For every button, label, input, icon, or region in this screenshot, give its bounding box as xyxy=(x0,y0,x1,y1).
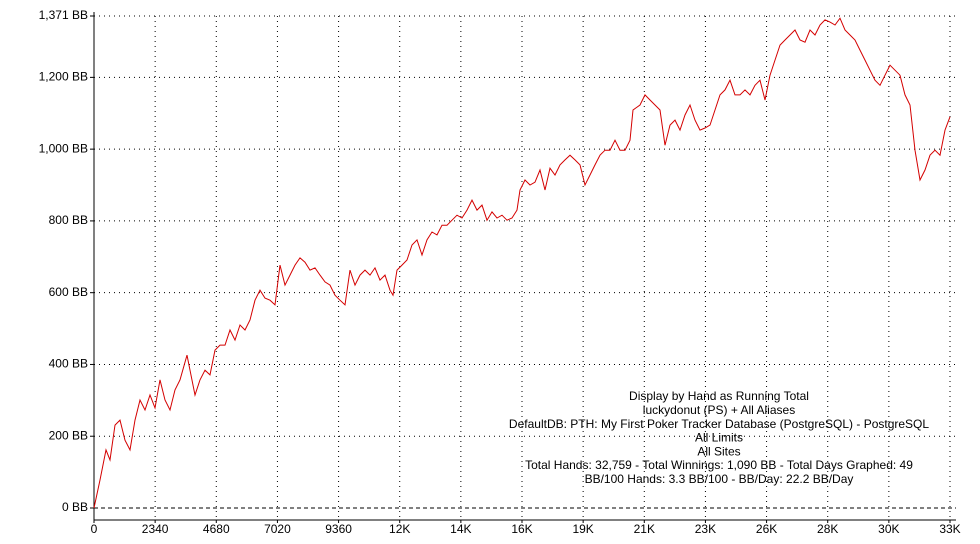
x-tick-label: 2340 xyxy=(142,522,169,536)
x-tick-label: 28K xyxy=(817,522,838,536)
y-tick-label: 600 BB xyxy=(49,285,88,299)
x-tick-label: 7020 xyxy=(264,522,291,536)
y-tick-label: 0 BB xyxy=(62,500,88,514)
x-tick-label: 30K xyxy=(878,522,899,536)
y-tick-label: 1,200 BB xyxy=(39,70,88,84)
annotation: DefaultDB: PTH: My First Poker Tracker D… xyxy=(509,417,929,431)
x-tick-label: 4680 xyxy=(203,522,230,536)
x-tick-label: 26K xyxy=(756,522,777,536)
x-tick-label: 21K xyxy=(634,522,655,536)
x-tick-label: 12K xyxy=(389,522,410,536)
x-tick-label: 16K xyxy=(511,522,532,536)
line-series xyxy=(93,17,951,509)
annotation: All Sites xyxy=(697,444,740,458)
annotation: Display by Hand as Running Total xyxy=(629,389,809,403)
annotation: luckydonut (PS) + All Aliases xyxy=(643,403,795,417)
x-tick-label: 23K xyxy=(695,522,716,536)
x-tick-label: 9360 xyxy=(325,522,352,536)
y-tick-label: 400 BB xyxy=(49,357,88,371)
y-tick-label: 200 BB xyxy=(49,428,88,442)
y-tick-label: 800 BB xyxy=(49,213,88,227)
annotation: BB/100 Hands: 3.3 BB/100 - BB/Day: 22.2 … xyxy=(585,472,854,486)
annotation: All Limits xyxy=(695,431,743,445)
annotation: Total Hands: 32,759 - Total Winnings: 1,… xyxy=(525,458,913,472)
x-tick-label: 19K xyxy=(572,522,593,536)
x-tick-label: 33K xyxy=(939,522,960,536)
x-tick-label: 0 xyxy=(91,522,98,536)
y-tick-label: 1,371 BB xyxy=(39,8,88,22)
x-tick-label: 14K xyxy=(450,522,471,536)
y-tick-label: 1,000 BB xyxy=(39,141,88,155)
